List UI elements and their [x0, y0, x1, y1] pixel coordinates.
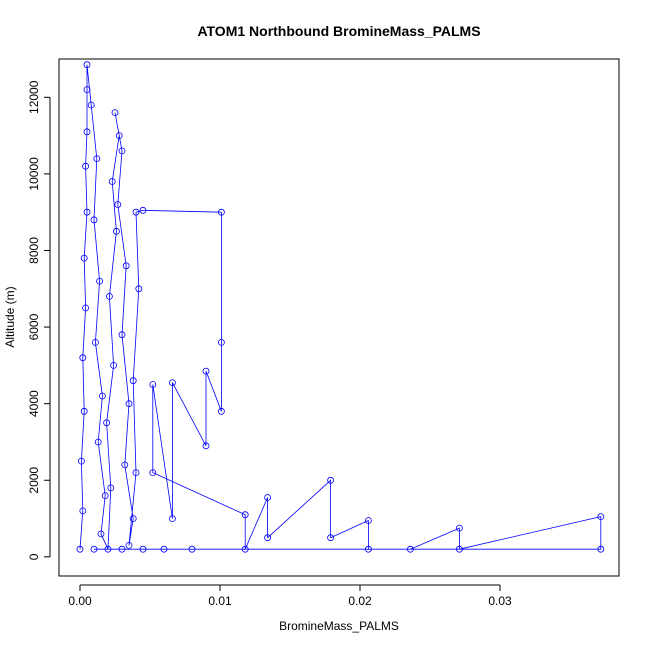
data-point — [129, 377, 137, 385]
data-point — [455, 524, 463, 532]
data-point — [78, 457, 85, 465]
data-point — [83, 128, 91, 136]
data-point — [327, 534, 335, 542]
data-point — [455, 545, 463, 553]
data-point — [241, 545, 249, 553]
y-tick-label: 6000 — [27, 313, 41, 340]
data-point — [103, 419, 110, 427]
data-point — [202, 442, 210, 450]
chart-title: ATOM1 Northbound BromineMass_PALMS — [197, 23, 480, 39]
data-series — [76, 61, 605, 553]
data-point — [118, 331, 126, 339]
data-point — [217, 208, 225, 216]
data-point — [114, 201, 122, 208]
data-point — [82, 162, 89, 170]
data-point — [188, 545, 196, 553]
data-point — [118, 147, 126, 155]
y-tick-label: 12000 — [27, 80, 41, 114]
data-point — [121, 461, 129, 469]
data-point — [406, 545, 414, 553]
y-tick-label: 10000 — [27, 157, 41, 191]
y-axis: 0 2000 4000 6000 8000 10000 12000 — [27, 80, 51, 560]
data-point — [118, 545, 126, 553]
data-point — [80, 254, 88, 262]
data-point — [101, 492, 109, 500]
x-tick-label: 0.03 — [488, 594, 512, 608]
y-tick-label: 2000 — [27, 467, 41, 494]
data-point — [106, 292, 113, 300]
data-point — [125, 400, 133, 408]
data-point — [115, 132, 123, 140]
data-point — [79, 354, 87, 362]
data-point — [83, 86, 91, 93]
data-point — [135, 285, 143, 293]
data-point — [241, 511, 249, 519]
data-point — [217, 338, 225, 346]
data-point — [597, 513, 605, 520]
data-point — [79, 507, 87, 515]
data-point — [97, 530, 105, 538]
data-point — [94, 438, 102, 446]
x-tick-label: 0.01 — [208, 594, 232, 608]
data-point — [132, 469, 140, 477]
data-point — [129, 515, 137, 522]
data-point — [87, 101, 95, 109]
data-point — [597, 545, 605, 553]
y-tick-label: 0 — [27, 553, 41, 560]
data-point — [90, 216, 98, 224]
data-point — [364, 545, 372, 553]
data-point — [82, 304, 89, 312]
data-point — [104, 545, 112, 553]
series-line — [79, 64, 602, 550]
data-point — [264, 494, 272, 501]
data-point — [132, 208, 140, 216]
data-point — [113, 227, 120, 235]
x-tick-label: 0.02 — [348, 594, 372, 608]
data-point — [80, 407, 88, 415]
data-point — [168, 515, 176, 522]
data-point — [264, 534, 272, 542]
data-point — [122, 262, 130, 270]
data-point — [149, 469, 157, 477]
data-point — [217, 407, 225, 415]
data-point — [364, 517, 372, 524]
data-point — [83, 61, 91, 69]
data-point — [99, 392, 106, 400]
data-point — [139, 206, 147, 214]
data-point — [139, 545, 147, 553]
data-point — [168, 379, 176, 387]
data-point — [90, 545, 98, 553]
plot-frame — [58, 58, 620, 577]
data-point — [125, 542, 133, 549]
data-point — [111, 109, 119, 116]
data-point — [92, 338, 99, 346]
y-tick-label: 4000 — [27, 390, 41, 417]
y-tick-label: 8000 — [27, 237, 41, 264]
data-point — [76, 545, 84, 553]
data-point — [202, 367, 210, 375]
y-axis-label: Altitude (m) — [3, 286, 17, 347]
data-point — [83, 208, 91, 216]
data-point — [149, 381, 157, 388]
data-point — [96, 277, 103, 285]
data-point — [93, 155, 101, 163]
data-point — [327, 476, 335, 484]
x-axis-label: BromineMass_PALMS — [279, 619, 399, 633]
data-point — [110, 361, 117, 369]
data-point — [107, 484, 115, 492]
x-tick-label: 0.00 — [68, 594, 92, 608]
data-point — [160, 545, 168, 553]
x-axis: 0.00 0.01 0.02 0.03 — [68, 584, 512, 608]
data-point — [108, 178, 116, 185]
